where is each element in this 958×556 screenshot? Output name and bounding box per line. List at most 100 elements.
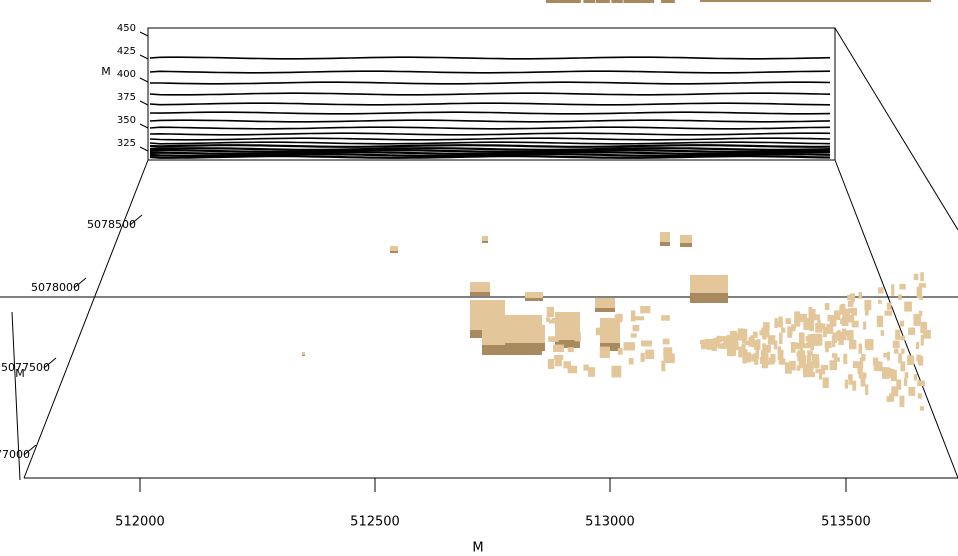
building <box>815 369 824 374</box>
building <box>891 0 895 2</box>
y-tick <box>23 444 37 456</box>
building <box>729 0 737 2</box>
building <box>826 323 834 334</box>
contour-line <box>149 141 831 145</box>
contour-line <box>149 151 830 155</box>
building <box>567 365 578 374</box>
building <box>818 372 823 380</box>
building <box>723 339 730 344</box>
contour-line <box>149 126 831 130</box>
building <box>864 0 872 2</box>
box-edge <box>834 27 958 231</box>
building <box>726 345 734 357</box>
y-tick-label: 5077500 <box>1 361 50 374</box>
building <box>302 355 305 356</box>
building <box>807 355 812 367</box>
building <box>773 340 778 350</box>
box-edge <box>23 159 149 479</box>
building <box>645 0 655 3</box>
building <box>899 283 906 290</box>
building <box>864 300 872 311</box>
building <box>872 0 879 2</box>
building <box>829 360 837 371</box>
building <box>846 314 855 323</box>
building <box>640 352 645 362</box>
building <box>390 251 398 253</box>
building <box>908 386 916 396</box>
building <box>611 365 622 378</box>
building <box>742 352 747 364</box>
building <box>726 334 732 340</box>
building <box>857 365 863 374</box>
building <box>770 353 776 362</box>
building <box>742 0 748 2</box>
building <box>865 339 874 351</box>
building <box>482 241 488 243</box>
building <box>842 330 850 336</box>
building <box>831 335 836 348</box>
building <box>785 318 792 325</box>
building <box>794 0 801 2</box>
building <box>841 0 849 2</box>
building <box>574 332 581 342</box>
building <box>603 0 609 3</box>
building <box>913 273 919 281</box>
building <box>663 353 675 364</box>
z-tick <box>139 54 149 60</box>
contour-line <box>149 70 831 74</box>
building <box>803 367 810 373</box>
building <box>847 301 854 307</box>
building <box>904 0 912 2</box>
building <box>634 316 644 321</box>
building <box>470 292 490 296</box>
building <box>896 379 902 390</box>
building <box>632 324 640 332</box>
building <box>825 345 829 353</box>
building <box>808 306 813 318</box>
y-axis-label: M <box>15 367 25 380</box>
building <box>630 333 637 338</box>
x-tick-label: 513000 <box>585 515 635 530</box>
building <box>752 331 758 338</box>
buildings <box>302 0 931 411</box>
building <box>640 340 652 347</box>
building <box>704 339 709 348</box>
building <box>614 314 623 321</box>
building <box>840 303 846 309</box>
building <box>567 323 580 335</box>
building <box>834 357 840 362</box>
building <box>720 0 728 2</box>
z-tick <box>139 31 149 37</box>
building <box>717 0 721 2</box>
building <box>923 329 931 339</box>
contour-line <box>149 111 831 115</box>
building <box>796 352 804 357</box>
building <box>804 317 810 325</box>
building <box>898 0 902 2</box>
building <box>913 374 918 381</box>
building <box>614 0 623 3</box>
building <box>865 384 869 395</box>
building <box>583 364 589 371</box>
bounding-box <box>0 27 958 481</box>
building <box>754 355 759 365</box>
building <box>690 275 728 293</box>
building <box>645 349 655 359</box>
building <box>886 351 890 361</box>
building <box>807 350 813 356</box>
building <box>545 317 551 322</box>
building <box>829 0 837 2</box>
building <box>891 284 895 296</box>
building <box>755 348 760 353</box>
building <box>525 298 543 301</box>
building <box>720 343 728 349</box>
building <box>859 357 864 369</box>
z-tick-label: 425 <box>117 46 136 57</box>
building <box>829 315 837 327</box>
building <box>726 0 732 2</box>
building <box>546 306 555 318</box>
building <box>898 353 902 364</box>
z-tick <box>139 146 149 152</box>
building <box>660 242 670 246</box>
building <box>899 395 905 408</box>
